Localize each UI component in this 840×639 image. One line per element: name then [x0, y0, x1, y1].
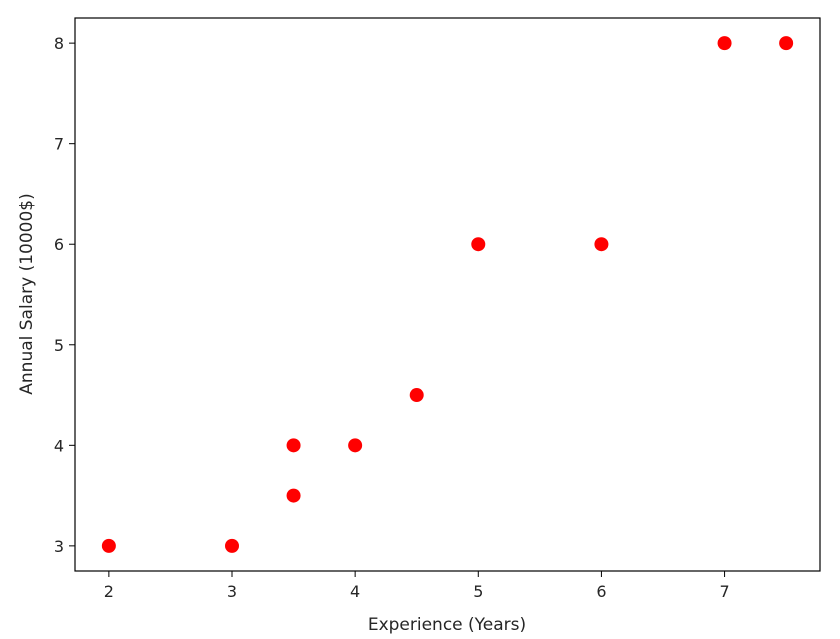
- axis-ticks: 2 3 4 5 6 7 3 4 5 6 7 8: [54, 34, 730, 601]
- x-tick-label: 5: [473, 582, 483, 601]
- data-point: [348, 438, 363, 453]
- y-tick-label: 6: [54, 235, 64, 254]
- y-tick-label: 4: [54, 436, 64, 455]
- y-tick-label: 5: [54, 336, 64, 355]
- data-point: [101, 538, 116, 553]
- data-point: [471, 237, 486, 252]
- y-tick-label: 8: [54, 34, 64, 53]
- data-point: [717, 36, 732, 51]
- x-tick-label: 6: [596, 582, 606, 601]
- data-point: [779, 36, 794, 51]
- x-tick-label: 7: [719, 582, 729, 601]
- data-points: [101, 36, 794, 553]
- data-point: [286, 488, 301, 503]
- data-point: [594, 237, 609, 252]
- y-tick-label: 3: [54, 537, 64, 556]
- y-axis-label: Annual Salary (10000$): [17, 193, 37, 394]
- x-tick-label: 4: [350, 582, 360, 601]
- data-point: [286, 438, 301, 453]
- x-tick-label: 3: [227, 582, 237, 601]
- x-axis-label: Experience (Years): [368, 615, 526, 635]
- data-point: [409, 388, 424, 403]
- x-tick-label: 2: [104, 582, 114, 601]
- data-point: [225, 538, 240, 553]
- plot-area: [74, 17, 821, 572]
- y-tick-label: 7: [54, 135, 64, 154]
